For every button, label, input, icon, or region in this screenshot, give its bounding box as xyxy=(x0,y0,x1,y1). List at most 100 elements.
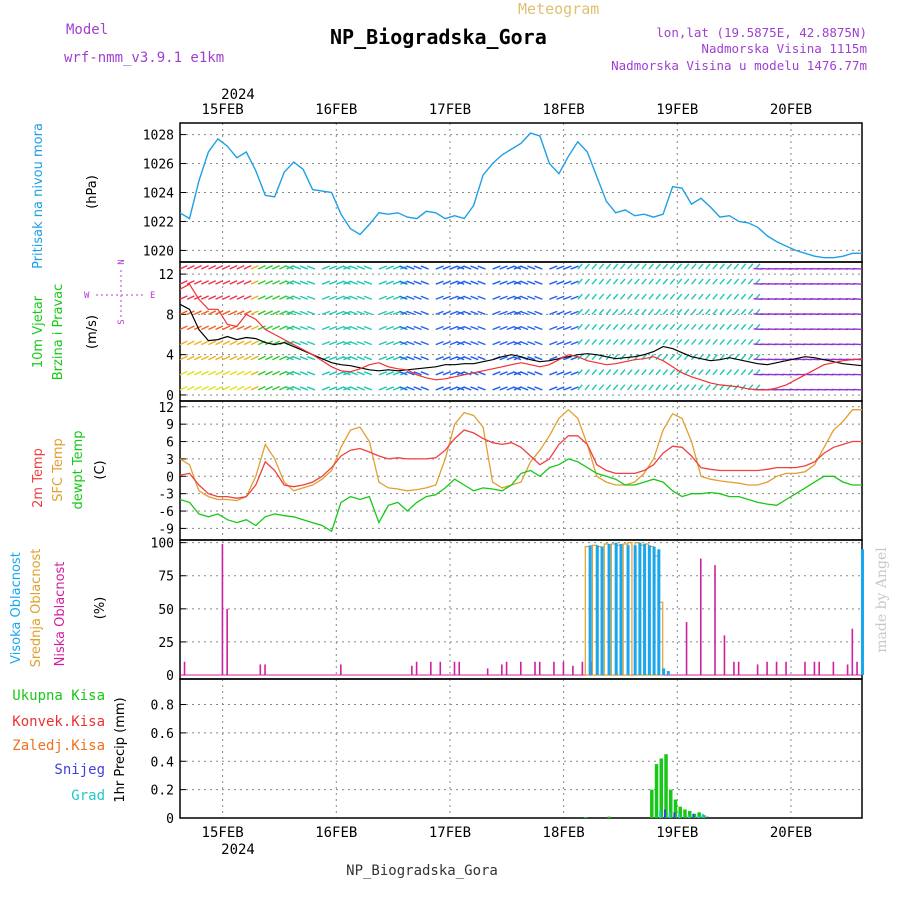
wind-arrow xyxy=(712,369,718,376)
wind-arrow xyxy=(363,325,373,331)
wind-arrow xyxy=(292,310,302,316)
temp-unit: (C) xyxy=(93,460,108,479)
wind-arrow xyxy=(499,386,508,391)
wind-arrow xyxy=(285,386,294,391)
wind-arrow xyxy=(698,338,704,346)
wind-arrow xyxy=(435,265,444,270)
wind-arrow xyxy=(520,295,529,300)
wind-arrow xyxy=(662,308,669,315)
cloud-bar-high xyxy=(652,546,656,676)
wind-arrow xyxy=(236,325,245,331)
wind-tick-label: 4 xyxy=(166,349,174,364)
cloud-bar-low xyxy=(832,661,835,676)
day-label-bottom: 16FEB xyxy=(315,825,357,841)
wind-arrow xyxy=(570,265,579,270)
wind-arrow xyxy=(534,265,543,270)
wind-arrow xyxy=(435,310,444,316)
wind-arrow xyxy=(349,371,358,376)
cloud-bar-low xyxy=(439,661,442,676)
wind-arrow xyxy=(292,386,302,391)
wind-arrow xyxy=(527,280,536,285)
wind-arrow xyxy=(612,278,619,285)
cloud-bar-low xyxy=(699,558,702,676)
wind-arrow xyxy=(669,384,676,391)
wind-arrow xyxy=(619,263,626,270)
wind-arrow xyxy=(690,338,697,346)
day-label-bottom: 18FEB xyxy=(543,825,585,841)
wind-arrow xyxy=(442,356,451,361)
wind-arrow xyxy=(683,323,690,330)
wind-arrow xyxy=(264,385,273,391)
precip-bar xyxy=(668,812,671,818)
wind-arrow xyxy=(208,280,217,285)
wind-arrow xyxy=(385,340,395,346)
wind-arrow xyxy=(570,386,579,391)
wind-arrow xyxy=(222,370,231,376)
precip-bar xyxy=(687,815,690,818)
wind-arrow xyxy=(619,369,626,376)
precip-bar xyxy=(678,806,682,818)
pressure-tick-label: 1020 xyxy=(143,244,174,259)
wind-arrow xyxy=(584,323,590,330)
wind-arrow xyxy=(577,338,583,346)
wind-arrow xyxy=(179,295,188,300)
wind-arrow xyxy=(264,280,273,285)
wind-arrow xyxy=(463,386,472,391)
wind-arrow xyxy=(186,264,195,270)
wind-arrow xyxy=(612,263,619,270)
wind-arrow xyxy=(186,370,195,376)
wind-arrow xyxy=(747,354,754,361)
wind-arrow xyxy=(236,310,245,316)
wind-arrow xyxy=(222,325,231,331)
wind-arrow xyxy=(342,371,351,376)
wind-arrow xyxy=(299,325,309,331)
wind-arrow xyxy=(385,295,395,300)
wind-arrow xyxy=(378,310,387,316)
wind-arrow xyxy=(349,310,358,316)
cloud-bar-high xyxy=(607,543,611,676)
wind-arrow xyxy=(605,323,612,330)
wind-arrow xyxy=(591,308,598,315)
precip-tick-label: 0.8 xyxy=(151,699,174,714)
wind-arrow xyxy=(250,280,259,285)
cloud-bar-low xyxy=(714,565,716,676)
precip-bar xyxy=(664,754,668,818)
wind-arrow xyxy=(634,263,640,270)
temp-tick-label: 9 xyxy=(166,418,174,433)
wind-speed-line xyxy=(179,303,863,372)
wind-arrow xyxy=(420,295,429,300)
wind-arrow xyxy=(285,356,294,361)
wind-arrow xyxy=(591,354,598,361)
wind-arrow xyxy=(683,308,690,315)
wind-arrow xyxy=(492,340,501,346)
wind-arrow xyxy=(272,385,281,391)
wind-arrow xyxy=(612,293,619,300)
wind-arrow xyxy=(285,310,294,316)
compass-e: E xyxy=(150,291,155,301)
wind-arrow xyxy=(676,354,683,361)
wind-arrow xyxy=(577,293,583,300)
wind-arrow xyxy=(363,310,373,316)
cloud-tick-label: 0 xyxy=(166,669,174,684)
cloud-bar-low xyxy=(183,661,186,676)
wind-unit: (m/s) xyxy=(85,315,100,349)
wind-arrow xyxy=(328,325,338,331)
precip-bar xyxy=(654,764,659,818)
wind-arrow xyxy=(208,295,217,300)
wind-arrow xyxy=(676,338,683,346)
wind-arrow xyxy=(726,278,733,285)
wind-arrow xyxy=(250,295,259,300)
pressure-tick-label: 1028 xyxy=(143,129,174,144)
wind-arrow xyxy=(201,385,209,391)
wind-arrow xyxy=(740,369,747,376)
wind-arrow xyxy=(477,265,486,270)
wind-arrow xyxy=(264,370,273,376)
wind-arrow xyxy=(570,340,579,346)
wind-arrow xyxy=(477,280,486,285)
wind-arrow xyxy=(413,356,422,361)
wind-arrow xyxy=(527,371,536,376)
wind-arrow xyxy=(363,265,373,270)
wind-arrow xyxy=(193,280,202,285)
wind-arrow xyxy=(641,323,647,330)
wind-arrow xyxy=(222,295,231,300)
